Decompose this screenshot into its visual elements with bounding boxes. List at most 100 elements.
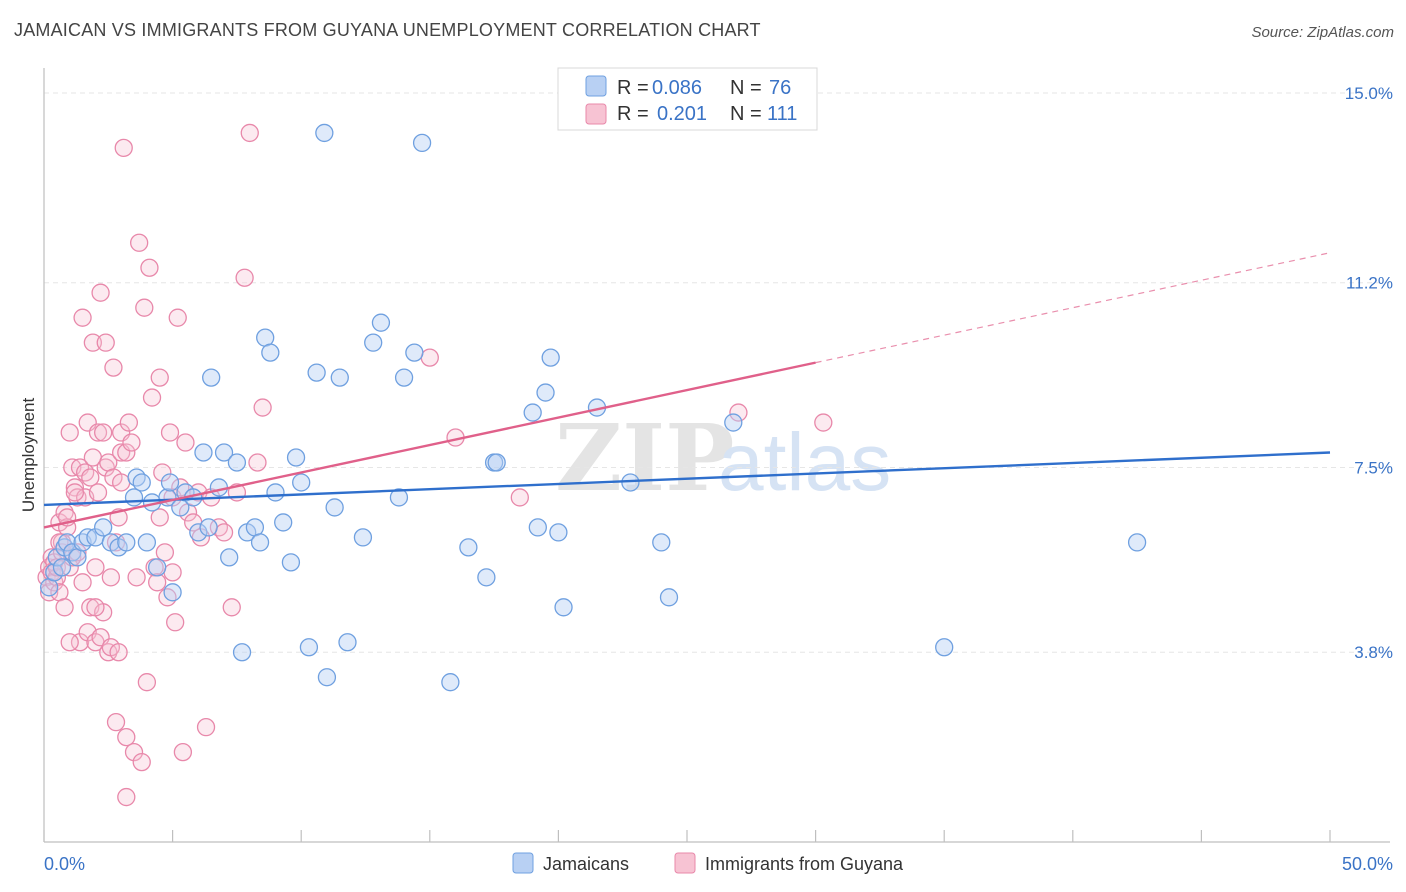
point-jamaicans <box>541 348 560 367</box>
point-guyana <box>155 543 175 562</box>
point-jamaicans <box>163 583 182 602</box>
point-guyana <box>60 423 79 442</box>
point-jamaicans <box>353 528 373 547</box>
point-guyana <box>65 483 85 502</box>
point-guyana <box>209 518 229 537</box>
legend-n-value-1: 76 <box>769 77 791 99</box>
x-ticks: 0.0% 50.0% <box>43 830 1393 874</box>
point-jamaicans <box>220 548 239 567</box>
bottom-legend-swatch-guyana <box>674 852 696 874</box>
x-tick-label: 0.0% <box>44 854 85 874</box>
point-guyana <box>196 717 216 737</box>
point-jamaicans <box>317 668 337 687</box>
point-jamaicans <box>299 638 319 657</box>
point-guyana <box>47 568 67 587</box>
point-guyana <box>83 333 103 352</box>
point-jamaicans <box>371 313 391 332</box>
source-credit: Source: ZipAtlas.com <box>1251 24 1394 41</box>
y-tick-labels: 3.8% 7.5% 11.2% 15.0% <box>1345 84 1393 662</box>
point-jamaicans <box>281 553 301 572</box>
point-guyana <box>510 488 529 507</box>
point-guyana <box>94 423 113 442</box>
point-jamaicans <box>261 343 280 362</box>
point-jamaicans <box>330 368 349 387</box>
point-jamaicans <box>202 368 221 387</box>
point-jamaicans <box>209 478 229 497</box>
trend-line-jamaicans <box>43 451 1331 507</box>
legend-swatch-guyana <box>585 103 607 125</box>
point-guyana <box>153 463 172 482</box>
point-jamaicans <box>412 133 432 153</box>
point-guyana <box>88 483 108 502</box>
point-guyana <box>70 633 90 652</box>
point-guyana <box>106 533 126 552</box>
point-jamaicans <box>160 473 180 492</box>
point-guyana <box>114 138 133 158</box>
point-guyana <box>106 713 126 732</box>
watermark-atlas: atlas <box>718 417 891 508</box>
point-jamaicans <box>117 533 136 552</box>
watermark: ZIP atlas <box>555 404 891 512</box>
y-axis-label: Unemployment <box>19 398 38 513</box>
point-jamaicans <box>338 633 357 652</box>
point-guyana <box>60 633 79 652</box>
point-guyana <box>171 478 190 497</box>
point-jamaicans <box>292 473 311 492</box>
point-guyana <box>86 558 105 577</box>
point-guyana <box>73 573 92 592</box>
point-guyana <box>91 283 110 302</box>
point-guyana <box>81 468 100 487</box>
legend-n-value-2: 111 <box>767 103 797 125</box>
point-jamaicans <box>199 518 218 537</box>
chart-title: JAMAICAN VS IMMIGRANTS FROM GUYANA UNEMP… <box>14 20 761 40</box>
point-jamaicans <box>405 343 424 362</box>
point-guyana <box>96 458 115 477</box>
point-guyana <box>248 453 267 472</box>
point-guyana <box>73 308 92 327</box>
point-guyana <box>158 588 177 607</box>
point-jamaicans <box>315 123 334 143</box>
point-guyana <box>235 268 254 287</box>
point-guyana <box>814 413 833 432</box>
point-guyana <box>45 573 64 592</box>
point-jamaicans <box>652 533 671 552</box>
point-jamaicans <box>477 568 496 587</box>
point-guyana <box>104 358 123 377</box>
point-guyana <box>150 368 169 387</box>
point-jamaicans <box>523 403 542 422</box>
point-jamaicans <box>52 558 72 577</box>
point-jamaicans <box>528 518 547 537</box>
point-jamaicans <box>137 533 157 552</box>
point-guyana <box>148 573 167 592</box>
point-guyana <box>222 598 241 617</box>
point-guyana <box>173 742 193 762</box>
point-guyana <box>130 233 149 252</box>
point-jamaicans <box>132 473 151 492</box>
point-guyana <box>101 568 121 587</box>
point-guyana <box>55 598 74 617</box>
gridlines <box>44 92 1392 653</box>
bottom-legend-label-jamaicans: Jamaicans <box>543 854 629 874</box>
point-guyana <box>124 742 144 762</box>
point-jamaicans <box>536 383 555 402</box>
point-guyana <box>137 673 157 692</box>
legend-n-label-1: N = <box>730 77 762 99</box>
point-guyana <box>88 423 108 442</box>
point-guyana <box>132 752 151 772</box>
point-guyana <box>214 523 234 542</box>
legend-n-label-2: N = <box>730 103 762 125</box>
point-jamaicans <box>274 513 293 532</box>
bottom-legend-label-guyana: Immigrants from Guyana <box>705 854 904 874</box>
point-guyana <box>76 463 95 482</box>
point-jamaicans <box>394 368 414 387</box>
legend: R = 0.086 N = 76 R = 0.201 N = 111 <box>557 67 818 131</box>
y-tick-label: 11.2% <box>1346 274 1393 293</box>
point-guyana <box>240 123 259 143</box>
point-jamaicans <box>307 363 326 382</box>
legend-r-label-1: R = <box>617 77 649 99</box>
point-jamaicans <box>57 533 77 552</box>
point-guyana <box>86 598 105 617</box>
point-jamaicans <box>214 443 234 462</box>
legend-r-value-1: 0.086 <box>652 77 702 99</box>
y-tick-label: 3.8% <box>1354 643 1393 662</box>
